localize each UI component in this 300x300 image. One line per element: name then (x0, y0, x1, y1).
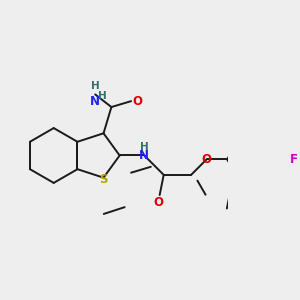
Text: O: O (153, 196, 163, 209)
Text: O: O (133, 94, 142, 108)
Text: H: H (98, 91, 107, 101)
Text: S: S (99, 172, 108, 185)
Text: O: O (202, 153, 212, 166)
Text: H: H (140, 142, 149, 152)
Text: N: N (139, 149, 149, 162)
Text: F: F (290, 153, 298, 166)
Text: N: N (90, 95, 100, 108)
Text: H: H (91, 81, 99, 91)
